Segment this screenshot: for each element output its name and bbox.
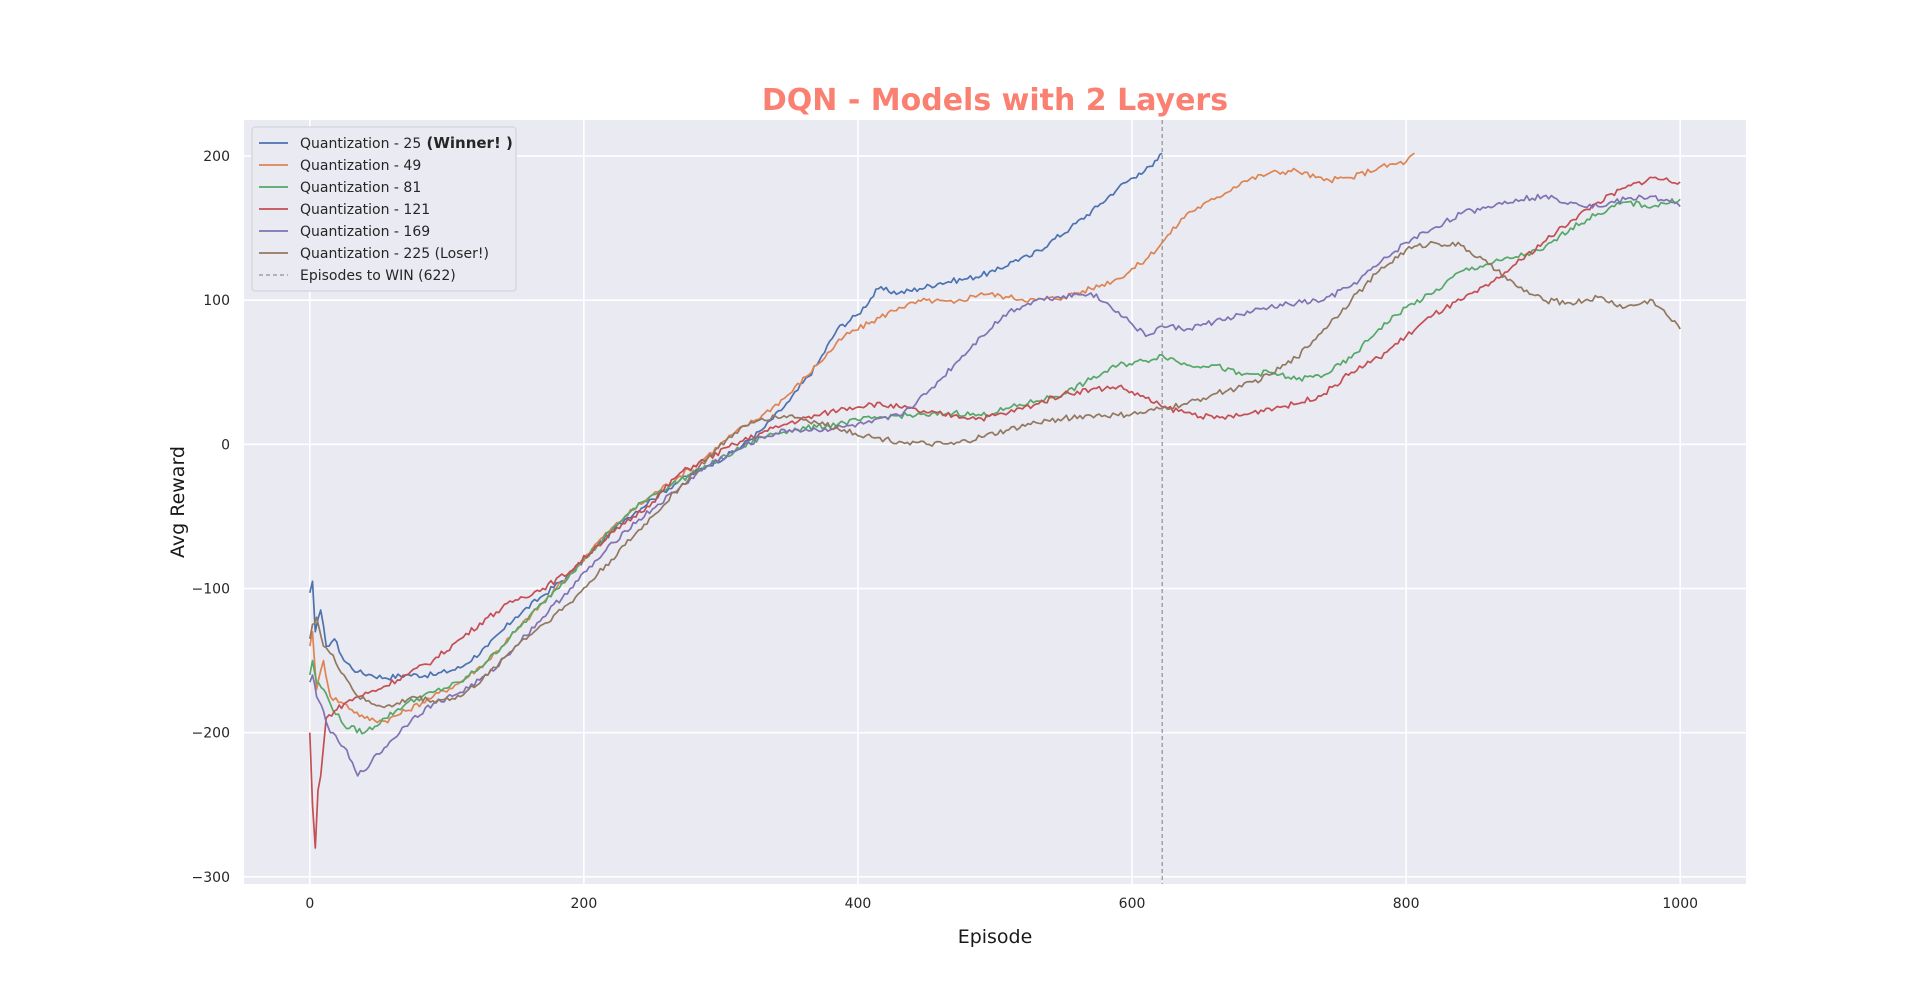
legend-entry: Quantization - 49 bbox=[300, 158, 421, 174]
y-tick-label: 200 bbox=[203, 149, 230, 165]
y-tick-label: −300 bbox=[192, 870, 230, 886]
legend-box bbox=[251, 126, 517, 292]
x-tick-label: 1000 bbox=[1662, 896, 1698, 912]
x-axis-label: Episode bbox=[958, 926, 1033, 948]
chart-title: DQN - Models with 2 Layers bbox=[762, 83, 1228, 118]
legend-entry: Episodes to WIN (622) bbox=[300, 268, 456, 284]
y-tick-label: −100 bbox=[192, 581, 230, 597]
series-line bbox=[308, 240, 1681, 709]
x-tick-label: 600 bbox=[1119, 896, 1146, 912]
legend-entry: Quantization - 121 bbox=[300, 202, 430, 218]
series-line bbox=[308, 152, 1163, 681]
legend-entry: Quantization - 81 bbox=[300, 180, 421, 196]
y-tick-label: −200 bbox=[192, 726, 230, 742]
x-tick-label: 0 bbox=[305, 896, 314, 912]
legend-entry-suffix: (Winner! ) bbox=[421, 134, 513, 152]
legend-entry: Quantization - 225 (Loser!) bbox=[300, 246, 489, 262]
x-tick-labels: 0 200 400 600 800 1000 bbox=[305, 896, 1698, 912]
x-tick-label: 200 bbox=[571, 896, 598, 912]
legend: Quantization - 25 (Winner! ) Quantization… bbox=[251, 126, 517, 292]
series-line bbox=[308, 176, 1681, 849]
y-tick-label: 0 bbox=[221, 437, 230, 453]
gridlines bbox=[244, 120, 1746, 884]
legend-entry: Quantization - 169 bbox=[300, 224, 430, 240]
x-tick-label: 800 bbox=[1393, 896, 1420, 912]
series-lines bbox=[308, 152, 1681, 849]
legend-entry: Quantization - 25 (Winner! ) bbox=[300, 134, 513, 152]
y-axis-label: Avg Reward bbox=[167, 446, 189, 558]
y-tick-labels: −300 −200 −100 0 100 200 bbox=[192, 149, 230, 886]
series-line bbox=[309, 193, 1681, 777]
x-tick-label: 400 bbox=[845, 896, 872, 912]
y-tick-label: 100 bbox=[203, 293, 230, 309]
